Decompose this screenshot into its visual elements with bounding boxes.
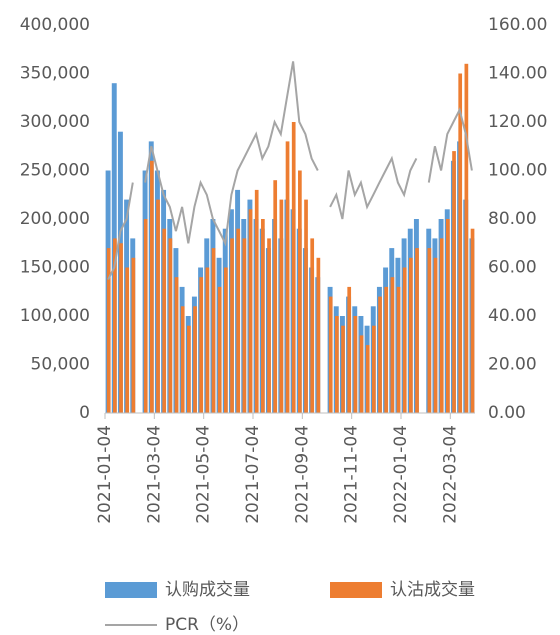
y2-tick-label: 40.00: [488, 306, 537, 326]
y2-tick-label: 0.00: [488, 403, 526, 423]
legend-swatch: [105, 582, 157, 598]
bar: [162, 228, 167, 413]
bar: [180, 306, 185, 413]
x-tick-label: 2021-01-04: [95, 425, 115, 524]
y-tick-label: 50,000: [31, 355, 90, 375]
bar: [458, 73, 463, 413]
legend-label: 认购成交量: [165, 580, 250, 600]
bar: [254, 189, 259, 413]
bar: [273, 180, 278, 413]
bar: [193, 306, 197, 413]
bar: [199, 277, 204, 413]
x-tick-label: 2021-05-04: [194, 425, 214, 524]
bar: [310, 238, 315, 413]
y2-tick-label: 80.00: [488, 209, 537, 229]
y2-tick-label: 160.00: [488, 15, 547, 35]
bar: [347, 286, 352, 413]
bar: [390, 277, 395, 413]
bar: [248, 209, 253, 413]
bar: [205, 267, 210, 413]
bar: [187, 325, 191, 413]
x-tick-label: 2022-03-04: [440, 425, 460, 524]
y-tick-label: 0: [79, 403, 90, 423]
bar: [464, 63, 469, 414]
legend-swatch: [330, 582, 382, 598]
bar: [217, 286, 222, 413]
y2-tick-label: 140.00: [488, 64, 547, 84]
bar: [433, 257, 438, 413]
y2-tick-label: 120.00: [488, 112, 547, 132]
bar: [230, 238, 234, 413]
bar: [106, 248, 111, 413]
x-tick-label: 2021-09-04: [292, 425, 312, 524]
bar: [359, 335, 364, 413]
legend-label: 认沽成交量: [390, 580, 475, 600]
y-tick-label: 350,000: [20, 64, 90, 84]
x-tick-label: 2021-07-04: [243, 425, 263, 524]
y-tick-label: 150,000: [20, 258, 90, 278]
bar: [365, 345, 370, 413]
bar: [439, 238, 444, 413]
bar: [470, 228, 475, 413]
y-tick-label: 200,000: [20, 209, 90, 229]
bar: [267, 238, 271, 413]
bar: [211, 248, 216, 413]
legend-label: PCR（%）: [165, 615, 249, 635]
bar: [236, 228, 241, 413]
bar: [335, 316, 339, 413]
bar: [316, 257, 321, 413]
y-tick-label: 100,000: [20, 306, 90, 326]
line: [107, 61, 473, 281]
y2-tick-label: 100.00: [488, 161, 547, 181]
bar: [143, 219, 148, 413]
bar: [304, 199, 308, 413]
y-tick-label: 250,000: [20, 161, 90, 181]
bar: [298, 170, 302, 413]
bar: [279, 199, 284, 413]
bar: [341, 325, 345, 413]
bar: [131, 257, 136, 413]
bar: [168, 238, 173, 413]
bar: [353, 316, 358, 413]
bar: [396, 286, 401, 413]
bar: [452, 151, 456, 413]
y-tick-label: 300,000: [20, 112, 90, 132]
bar: [378, 296, 382, 413]
bar: [224, 267, 228, 413]
bar: [285, 141, 290, 413]
bar: [156, 199, 160, 413]
bar: [415, 248, 419, 413]
bar: [384, 286, 389, 413]
bar: [328, 296, 333, 413]
bar: [446, 219, 450, 413]
x-tick-label: 2022-01-04: [391, 425, 411, 524]
bar: [409, 257, 413, 413]
bar: [242, 238, 247, 413]
y2-tick-label: 20.00: [488, 355, 537, 375]
x-tick-label: 2021-03-04: [144, 425, 164, 524]
bar: [291, 122, 296, 413]
bar: [119, 243, 123, 413]
bar: [427, 248, 432, 413]
y2-tick-label: 60.00: [488, 258, 537, 278]
y-tick-label: 400,000: [20, 15, 90, 35]
bar: [402, 267, 407, 413]
x-tick-label: 2021-11-04: [342, 425, 362, 524]
bar: [150, 160, 154, 413]
bar: [113, 238, 117, 413]
bar: [174, 277, 179, 413]
bar: [261, 219, 265, 413]
bar: [372, 325, 376, 413]
bar: [125, 267, 130, 413]
